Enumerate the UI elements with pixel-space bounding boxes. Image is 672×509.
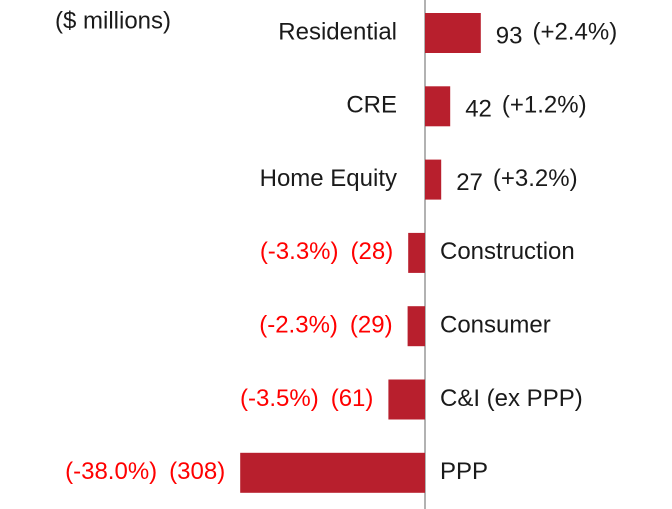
change-label: (+3.2%) xyxy=(493,165,578,192)
value-label: 42 xyxy=(465,96,492,123)
category-label: Home Equity xyxy=(260,165,397,192)
bar xyxy=(425,159,442,200)
bar xyxy=(425,86,451,127)
category-label: Construction xyxy=(440,238,575,265)
bar xyxy=(425,13,481,53)
category-label: C&I (ex PPP) xyxy=(440,385,583,412)
value-label: (29) xyxy=(350,312,393,339)
bar xyxy=(388,379,425,420)
value-label: (61) xyxy=(331,385,374,412)
value-label: 27 xyxy=(456,169,483,196)
category-label: Residential xyxy=(278,18,397,45)
change-label: (-2.3%) xyxy=(259,312,338,339)
value-label: 93 xyxy=(496,22,523,49)
change-label: (+1.2%) xyxy=(502,92,587,119)
change-label: (+2.4%) xyxy=(533,18,618,45)
bar xyxy=(408,232,425,273)
bar xyxy=(407,306,425,347)
chart-subtitle: ($ millions) xyxy=(55,7,171,34)
value-label: (308) xyxy=(169,458,225,485)
category-label: CRE xyxy=(346,92,397,119)
value-label: (28) xyxy=(351,238,394,265)
change-label: (-3.5%) xyxy=(240,385,319,412)
change-label: (-3.3%) xyxy=(260,238,339,265)
category-label: Consumer xyxy=(440,312,551,339)
change-label: (-38.0%) xyxy=(65,458,157,485)
bar xyxy=(240,452,425,493)
category-label: PPP xyxy=(440,458,488,485)
